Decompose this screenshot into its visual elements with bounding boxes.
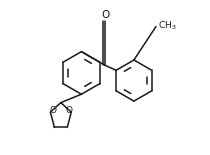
Text: O: O [101, 10, 109, 20]
Text: O: O [50, 106, 57, 115]
Text: CH$_3$: CH$_3$ [158, 20, 176, 32]
Text: O: O [65, 106, 72, 115]
